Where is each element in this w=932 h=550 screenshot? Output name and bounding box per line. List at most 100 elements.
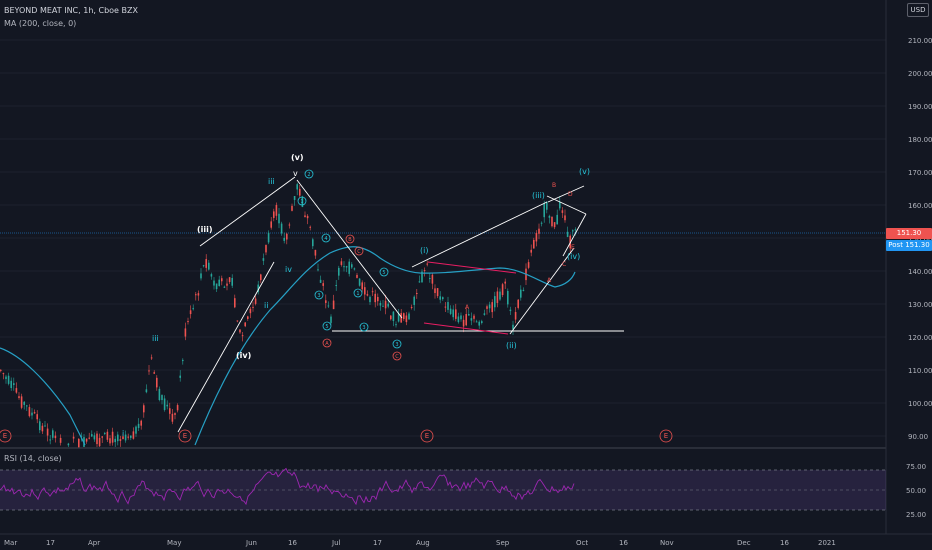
marker-circle (345, 234, 355, 244)
candle-body (517, 299, 519, 308)
candle-body (98, 437, 101, 447)
candle-body (400, 313, 402, 323)
candle-body (46, 428, 49, 436)
candle-body (15, 388, 18, 393)
candle-body (439, 296, 441, 300)
rsi-indicator-label[interactable]: RSI (14, close) (4, 454, 62, 463)
candle-body (124, 434, 127, 441)
candlestick-series (0, 182, 577, 448)
candle-body (163, 398, 166, 410)
candle-body (343, 266, 345, 268)
wave-label-A-sep: A (547, 277, 552, 284)
candle-body (473, 315, 475, 319)
marker-circle (0, 429, 12, 443)
candle-body (491, 302, 493, 313)
marker-text: 5 (382, 270, 385, 276)
wave-label-iv: (iv) (236, 351, 251, 360)
candle-body (200, 273, 202, 279)
candle-body (41, 425, 44, 432)
candle-body (197, 293, 200, 296)
ma-indicator-label[interactable]: MA (200, close, 0) (4, 19, 77, 28)
candle-body (252, 306, 254, 308)
circled-marker: 2 (304, 169, 314, 179)
time-axis[interactable]: Mar 17 Apr May Jun 16 Jul 17 Aug Sep Oct… (4, 539, 836, 547)
candle-body (143, 405, 145, 413)
price-axis[interactable]: 210.00 200.00 190.00 180.00 170.00 160.0… (908, 37, 932, 441)
candle-body (265, 245, 267, 253)
candle-body (23, 401, 25, 405)
candle-body (535, 232, 538, 242)
candle-body (189, 310, 192, 315)
candle-body (101, 436, 103, 438)
candle-body (548, 215, 551, 218)
candle-body (468, 314, 470, 316)
candle-body (184, 328, 187, 337)
candle-body (13, 383, 15, 385)
symbol-title[interactable]: BEYOND MEAT INC, 1h, Cboe BZX (4, 6, 138, 15)
candle-body (150, 357, 153, 359)
candle-body (478, 321, 480, 326)
time-tick: Dec (737, 539, 751, 547)
candle-body (85, 438, 88, 442)
candle-body (351, 264, 353, 268)
wave-label-C-sep: C (562, 261, 566, 268)
candle-body (566, 231, 569, 237)
circled-marker: B (345, 234, 355, 244)
marker-circle (297, 196, 307, 206)
candle-body (327, 305, 330, 307)
wave-label-ii: (ii) (506, 341, 517, 350)
candle-body (213, 280, 215, 286)
candle-body (322, 283, 324, 286)
candle-body (486, 306, 488, 309)
circled-marker: 5 (322, 321, 332, 331)
candle-body (72, 436, 75, 439)
marker-text: 3 (362, 325, 365, 331)
candle-body (533, 239, 535, 249)
candle-body (460, 315, 462, 320)
candle-body (273, 211, 275, 218)
candle-body (527, 262, 530, 268)
candle-body (325, 300, 327, 303)
candle-body (78, 438, 80, 448)
rsi-line (0, 467, 575, 506)
candle-body (122, 436, 124, 440)
candle-body (358, 278, 361, 286)
candle-body (166, 404, 168, 407)
candle-body (215, 283, 218, 290)
candle-body (403, 313, 405, 320)
candle-body (187, 321, 189, 323)
post-label: Post (888, 241, 903, 249)
time-tick: Oct (576, 539, 588, 547)
currency-button[interactable]: USD (907, 3, 929, 17)
circled-marker: 3 (392, 339, 402, 349)
candle-body (348, 261, 350, 274)
candle-body (496, 291, 499, 303)
candle-body (540, 222, 543, 224)
candle-body (293, 196, 296, 200)
candle-body (158, 388, 161, 401)
candle-body (278, 213, 280, 224)
wave-label-iii: (iii) (197, 225, 213, 234)
wave-label-ii-jun: ii (264, 301, 268, 310)
candle-body (223, 286, 226, 288)
marker-circle (354, 246, 364, 256)
candle-body (130, 435, 132, 438)
time-tick: 2021 (818, 539, 836, 547)
wave-label-iv-jun: iv (285, 265, 292, 274)
candle-body (561, 210, 564, 213)
candle-body (31, 412, 33, 416)
candle-body (410, 306, 413, 308)
candle-body (127, 436, 129, 438)
candle-body (291, 205, 293, 211)
candle-body (296, 184, 298, 190)
candle-body (49, 439, 51, 441)
candle-body (231, 277, 233, 286)
wave-label-i-aug: (i) (420, 246, 428, 255)
marker-circle (359, 322, 369, 332)
price-tick: 110.00 (908, 367, 932, 375)
candle-body (286, 233, 288, 240)
time-tick: 16 (619, 539, 628, 547)
circled-marker: C (354, 246, 364, 256)
